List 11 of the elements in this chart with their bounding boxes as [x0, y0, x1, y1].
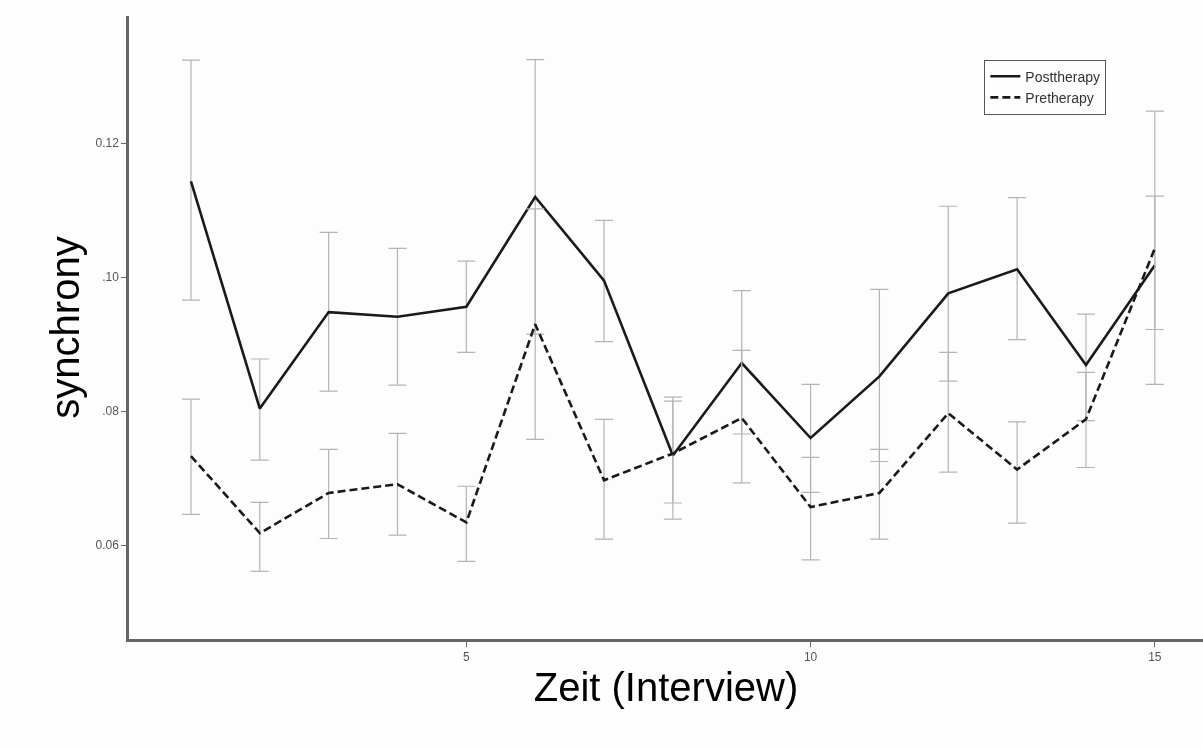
x-tick-label: 10 [803, 650, 818, 665]
y-tick-label: 0.12 [95, 136, 120, 151]
x-axis-title: Zeit (Interview) [533, 664, 799, 709]
x-tick-label: 5 [463, 650, 471, 665]
x-tick-label: 15 [1148, 650, 1162, 665]
legend-label: Pretherapy [1025, 89, 1094, 106]
legend-label: Posttherapy [1025, 68, 1101, 85]
y-tick-label: .08 [102, 404, 120, 419]
y-tick-label: .10 [102, 270, 120, 285]
y-tick-label: 0.06 [95, 538, 120, 553]
y-axis-title: synchrony [42, 236, 87, 419]
